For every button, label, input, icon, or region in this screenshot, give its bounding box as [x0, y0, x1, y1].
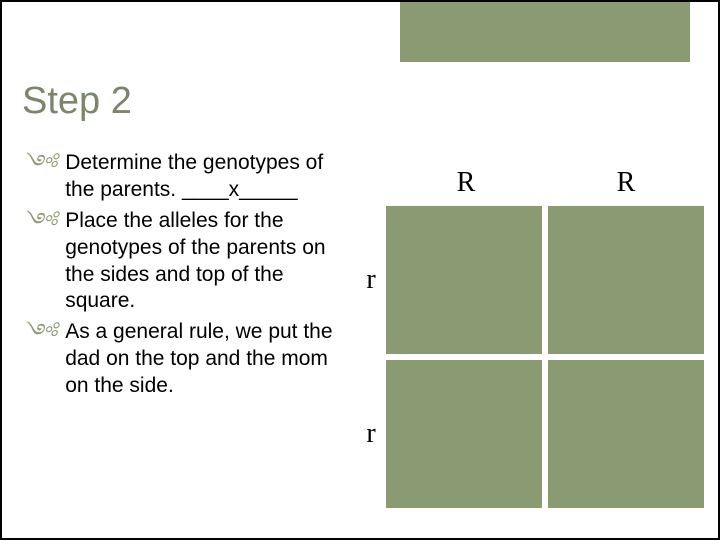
punnett-cell: [386, 360, 542, 508]
punnett-row-label: r: [356, 360, 386, 508]
punnett-cell: [548, 206, 704, 354]
bullet-icon: ༺: [22, 208, 57, 234]
punnett-row: r: [356, 360, 706, 514]
punnett-col-label: R: [546, 160, 706, 206]
punnett-row: r: [356, 206, 706, 360]
bullet-icon: ༺: [22, 319, 57, 345]
punnett-cell: [548, 360, 704, 508]
bullet-text: Place the alleles for the genotypes of t…: [65, 208, 356, 316]
punnett-square: R R r r: [356, 160, 706, 514]
accent-bar: [400, 2, 690, 62]
spacer: [356, 160, 386, 206]
list-item: ༺ As a general rule, we put the dad on t…: [22, 319, 356, 400]
punnett-row-label: r: [356, 206, 386, 354]
list-item: ༺ Determine the genotypes of the parents…: [22, 150, 356, 204]
bullet-text: Determine the genotypes of the parents. …: [65, 150, 356, 204]
punnett-cell: [386, 206, 542, 354]
bullet-list: ༺ Determine the genotypes of the parents…: [22, 150, 356, 404]
list-item: ༺ Place the alleles for the genotypes of…: [22, 208, 356, 316]
punnett-top-labels: R R: [356, 160, 706, 206]
slide-title: Step 2: [22, 80, 132, 123]
punnett-col-label: R: [386, 160, 546, 206]
slide: Step 2 ༺ Determine the genotypes of the …: [0, 0, 720, 540]
bullet-icon: ༺: [22, 150, 57, 176]
bullet-text: As a general rule, we put the dad on the…: [65, 319, 356, 400]
